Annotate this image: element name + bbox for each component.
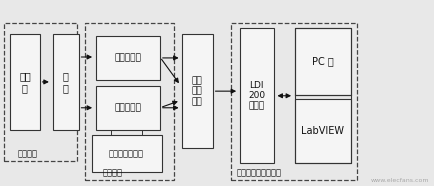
- Text: LabVIEW: LabVIEW: [302, 126, 345, 136]
- Text: LDI
200
采集卡: LDI 200 采集卡: [248, 81, 265, 111]
- Text: 数据采集与处理系统: 数据采集与处理系统: [237, 168, 282, 177]
- Bar: [295, 99, 351, 163]
- Text: 玻璃转子流量计: 玻璃转子流量计: [109, 149, 144, 158]
- Bar: [231, 23, 357, 180]
- Bar: [4, 23, 77, 161]
- Bar: [295, 28, 351, 163]
- Text: 流量传感器: 流量传感器: [115, 103, 141, 112]
- Text: 传感系统: 传感系统: [102, 168, 122, 177]
- Text: www.elecfans.com: www.elecfans.com: [371, 178, 429, 183]
- Bar: [240, 28, 274, 163]
- Bar: [85, 23, 174, 180]
- Bar: [10, 34, 39, 130]
- Text: 变频
器: 变频 器: [19, 71, 31, 93]
- Bar: [96, 36, 160, 80]
- Text: 温度传感器: 温度传感器: [115, 53, 141, 62]
- Bar: [96, 86, 160, 130]
- Text: 信号
调理
电路: 信号 调理 电路: [192, 76, 203, 106]
- Text: 被测对象: 被测对象: [18, 150, 38, 158]
- Text: PC 机: PC 机: [312, 57, 334, 67]
- Bar: [92, 135, 161, 172]
- Bar: [295, 28, 351, 95]
- Bar: [53, 34, 79, 130]
- Text: 风
机: 风 机: [62, 71, 69, 93]
- Bar: [181, 34, 213, 148]
